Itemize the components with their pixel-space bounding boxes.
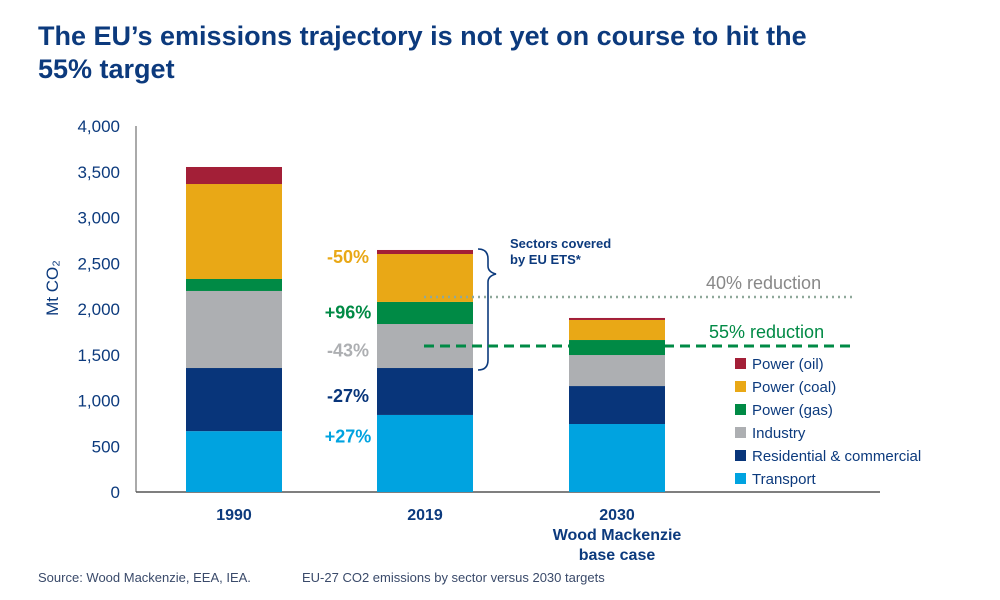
bar-segment-power-oil- [377, 249, 473, 255]
bar-segment-industry [569, 355, 665, 387]
bar-segment-residential-commercial [569, 386, 665, 425]
legend-swatch [735, 381, 746, 392]
bar-segment-power-coal- [569, 319, 665, 341]
bar-segment-industry [186, 290, 282, 369]
bar-segment-residential-commercial [377, 368, 473, 415]
change-label: +27% [325, 426, 372, 446]
bracket-label: by EU ETS* [510, 252, 582, 267]
y-tick-label: 4,000 [77, 117, 120, 136]
y-tick-label: 500 [92, 437, 120, 456]
x-tick-label: base case [579, 547, 656, 564]
ets-bracket [477, 248, 497, 371]
legend-swatch [735, 473, 746, 484]
y-tick-label: 2,000 [77, 300, 120, 319]
legend-swatch [735, 427, 746, 438]
bar-segment-residential-commercial [186, 368, 282, 432]
x-tick-label: Wood Mackenzie [553, 527, 682, 544]
y-tick-label: 0 [111, 483, 120, 502]
y-tick-label: 1,500 [77, 346, 120, 365]
reference-line-label: 40% reduction [706, 273, 821, 293]
y-axis-label: Mt CO₂ [43, 260, 62, 316]
reference-line-label: 55% reduction [709, 322, 824, 342]
change-label: -50% [327, 247, 369, 267]
legend-label: Transport [752, 471, 816, 488]
bar-segment-transport [377, 414, 473, 492]
chart-title: The EU’s emissions trajectory is not yet… [38, 21, 807, 84]
y-tick-label: 2,500 [77, 254, 120, 273]
x-tick-label: 1990 [216, 507, 252, 524]
bar-segment-power-coal- [186, 184, 282, 279]
legend-swatch [735, 358, 746, 369]
legend-label: Power (oil) [752, 356, 824, 373]
y-tick-label: 3,000 [77, 209, 120, 228]
legend-label: Power (coal) [752, 379, 836, 396]
bar-segment-power-gas- [377, 301, 473, 325]
source-note: Source: Wood Mackenzie, EEA, IEA. [38, 570, 251, 585]
bar-segment-power-oil- [186, 166, 282, 185]
y-tick-label: 3,500 [77, 163, 120, 182]
x-tick-label: 2019 [407, 507, 443, 524]
bracket-label: Sectors covered [510, 236, 611, 251]
x-tick-label: 2030 [599, 507, 635, 524]
change-label: +96% [325, 302, 372, 322]
change-label: -43% [327, 340, 369, 360]
y-tick-label: 1,000 [77, 392, 120, 411]
bar-segment-power-gas- [186, 278, 282, 291]
chart-caption: EU-27 CO2 emissions by sector versus 203… [302, 570, 605, 585]
legend-label: Power (gas) [752, 402, 833, 419]
bar-segment-transport [569, 424, 665, 492]
legend-label: Industry [752, 425, 806, 442]
change-label: -27% [327, 386, 369, 406]
bar-segment-power-gas- [569, 340, 665, 356]
legend-swatch [735, 404, 746, 415]
legend-label: Residential & commercial [752, 448, 921, 465]
legend-swatch [735, 450, 746, 461]
bar-segment-power-coal- [377, 254, 473, 302]
bar-segment-transport [186, 431, 282, 492]
bar-segment-power-oil- [569, 317, 665, 320]
